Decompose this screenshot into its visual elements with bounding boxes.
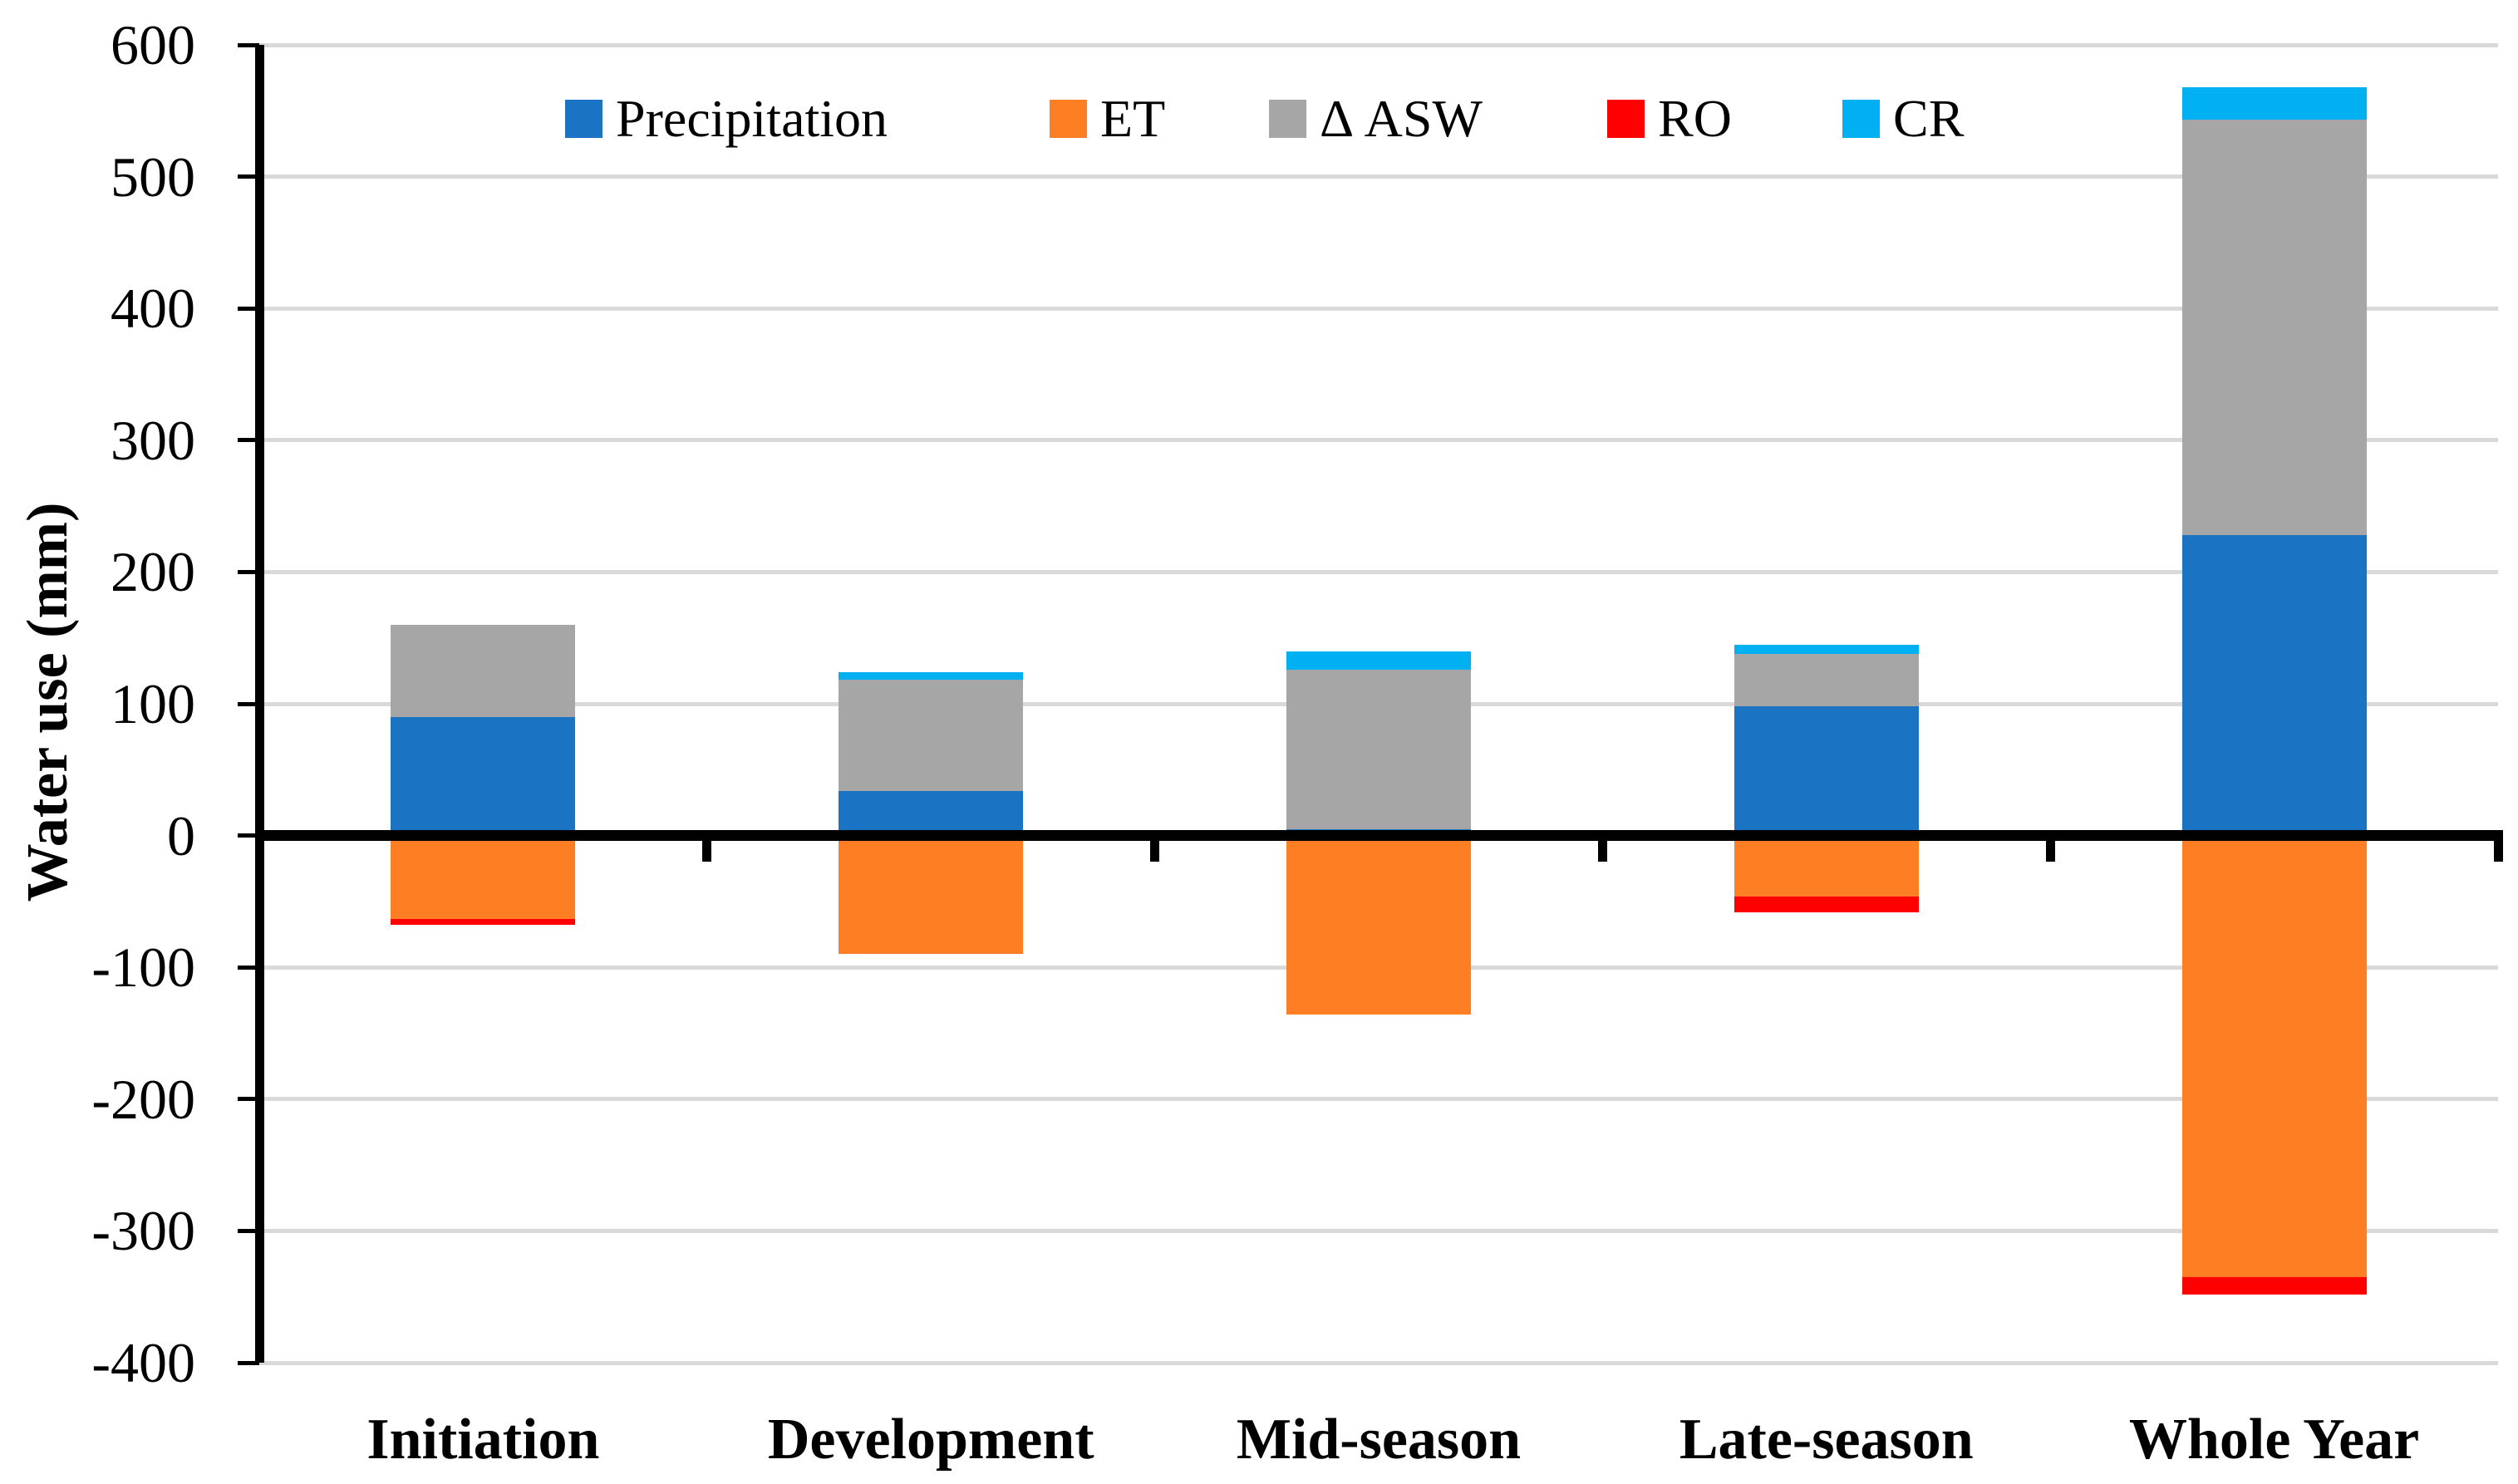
bar-segment-et-whole-year bbox=[2181, 835, 2367, 1277]
bar-segment-precipitation-initiation bbox=[391, 716, 576, 836]
y-axis-tick--100 bbox=[238, 965, 259, 970]
legend-swatch-et-icon bbox=[1050, 100, 1087, 138]
y-tick-label-300: 300 bbox=[111, 408, 195, 472]
y-axis-tick--400 bbox=[238, 1360, 259, 1365]
x-axis-tick-3 bbox=[1597, 830, 1607, 862]
y-tick-label-600: 600 bbox=[111, 13, 195, 76]
legend-label-et: ET bbox=[1100, 89, 1166, 148]
x-category-label-mid-season: Mid-season bbox=[1236, 1408, 1522, 1472]
y-axis-tick--200 bbox=[238, 1097, 259, 1102]
bar-segment-et-mid-season bbox=[1286, 835, 1471, 1015]
gridline-300 bbox=[259, 438, 2498, 443]
bar-segment-cr-late-season bbox=[1734, 644, 1919, 654]
x-axis-zero-line bbox=[254, 830, 2498, 842]
y-tick-label-400: 400 bbox=[111, 277, 195, 341]
bar-segment-cr-development bbox=[839, 671, 1024, 681]
bar-segment-asw-development bbox=[839, 680, 1024, 791]
x-category-label-whole-year: Whole Year bbox=[2128, 1408, 2420, 1472]
y-axis-tick-100 bbox=[238, 701, 259, 706]
bar-segment-asw-mid-season bbox=[1286, 669, 1471, 829]
y-axis-tick-200 bbox=[238, 569, 259, 574]
bar-segment-cr-whole-year bbox=[2181, 86, 2367, 120]
y-tick-label--400: -400 bbox=[91, 1331, 195, 1394]
legend-item-precipitation: Precipitation bbox=[565, 92, 888, 145]
y-axis-tick-500 bbox=[238, 174, 259, 179]
x-category-label-initiation: Initiation bbox=[366, 1408, 600, 1472]
y-axis-tick-400 bbox=[238, 306, 259, 311]
x-axis-tick-5 bbox=[2493, 830, 2503, 862]
y-axis-tick--300 bbox=[238, 1228, 259, 1233]
x-category-label-late-season: Late-season bbox=[1679, 1408, 1974, 1472]
legend-label-precipitation: Precipitation bbox=[616, 89, 888, 148]
bar-segment-precipitation-whole-year bbox=[2181, 534, 2367, 836]
bar-segment-ro-initiation bbox=[391, 918, 576, 926]
gridline-400 bbox=[259, 306, 2498, 311]
legend-label-cr: CR bbox=[1893, 89, 1965, 148]
bar-segment-precipitation-late-season bbox=[1734, 706, 1919, 836]
bar-segment-cr-mid-season bbox=[1286, 651, 1471, 670]
x-category-label-development: Development bbox=[767, 1408, 1094, 1472]
bar-segment-asw-late-season bbox=[1734, 653, 1919, 707]
y-axis-tick-0 bbox=[238, 833, 259, 838]
gridline--400 bbox=[259, 1360, 2498, 1365]
legend-swatch-cr-icon bbox=[1842, 100, 1880, 138]
gridline-600 bbox=[259, 42, 2498, 47]
legend-swatch-asw-icon bbox=[1269, 100, 1306, 138]
y-axis-tick-300 bbox=[238, 438, 259, 443]
bar-segment-asw-initiation bbox=[391, 624, 576, 717]
legend-label-ro: RO bbox=[1658, 89, 1732, 148]
legend-item-asw: Δ ASW bbox=[1269, 92, 1483, 145]
y-tick-label-200: 200 bbox=[111, 540, 195, 604]
gridline--200 bbox=[259, 1097, 2498, 1102]
bar-segment-et-development bbox=[839, 835, 1024, 955]
y-axis-line bbox=[254, 45, 264, 1363]
x-axis-tick-2 bbox=[1150, 830, 1160, 862]
gridline--300 bbox=[259, 1228, 2498, 1233]
bar-segment-et-initiation bbox=[391, 835, 576, 919]
legend-item-et: ET bbox=[1050, 92, 1165, 145]
y-tick-label-0: 0 bbox=[167, 803, 195, 867]
bar-segment-asw-whole-year bbox=[2181, 120, 2367, 535]
y-tick-label-100: 100 bbox=[111, 672, 195, 735]
y-axis-tick-600 bbox=[238, 42, 259, 47]
bar-segment-ro-late-season bbox=[1734, 896, 1919, 912]
gridline-200 bbox=[259, 569, 2498, 574]
legend-swatch-ro-icon bbox=[1607, 100, 1645, 138]
y-tick-label--100: -100 bbox=[91, 936, 195, 1000]
legend-item-ro: RO bbox=[1607, 92, 1732, 145]
bar-segment-et-late-season bbox=[1734, 835, 1919, 897]
bar-segment-precipitation-development bbox=[839, 790, 1024, 836]
legend-item-cr: CR bbox=[1842, 92, 1964, 145]
x-axis-tick-1 bbox=[702, 830, 712, 862]
gridline-500 bbox=[259, 174, 2498, 179]
legend-label-asw: Δ ASW bbox=[1320, 89, 1483, 148]
y-tick-label--300: -300 bbox=[91, 1199, 195, 1263]
bar-segment-ro-whole-year bbox=[2181, 1276, 2367, 1295]
x-axis-tick-4 bbox=[2045, 830, 2055, 862]
y-tick-label--200: -200 bbox=[91, 1067, 195, 1131]
y-tick-label-500: 500 bbox=[111, 145, 195, 209]
legend-swatch-precipitation-icon bbox=[565, 100, 602, 138]
